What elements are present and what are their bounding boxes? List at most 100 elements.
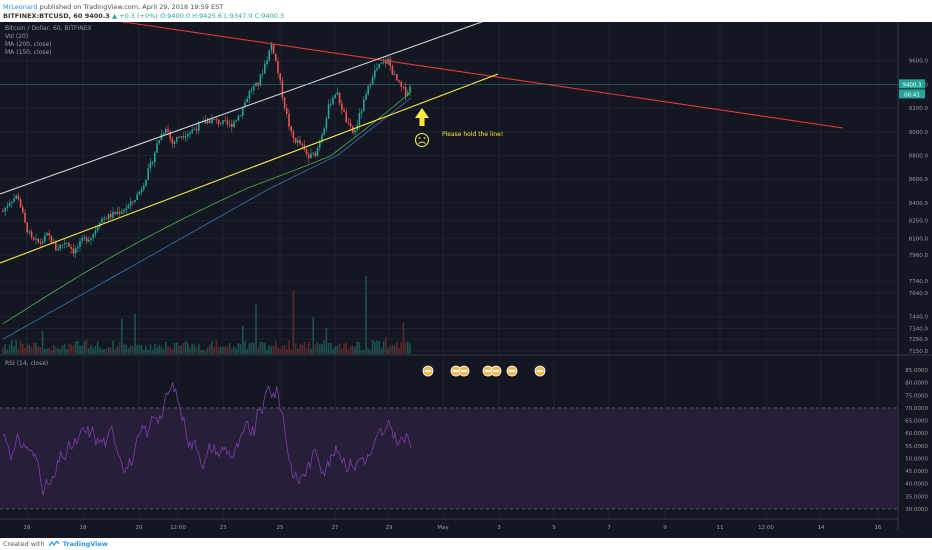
candle-body bbox=[182, 136, 185, 138]
candle-body bbox=[70, 247, 72, 249]
rsi-tick-label: 55.0000 bbox=[905, 444, 928, 450]
volume-bar bbox=[310, 348, 312, 354]
candle-body bbox=[162, 133, 165, 135]
price-tick-label: 7960.0 bbox=[909, 253, 929, 259]
volume-bar bbox=[105, 348, 108, 354]
volume-bar bbox=[292, 290, 295, 354]
volume-bar bbox=[235, 348, 237, 354]
candle-body bbox=[198, 122, 200, 131]
time-tick-label: 18 bbox=[80, 525, 87, 531]
volume-bar bbox=[123, 344, 125, 354]
candle-body bbox=[338, 92, 341, 104]
volume-bar bbox=[63, 343, 66, 354]
candle-body bbox=[156, 143, 158, 153]
price-badge-label: 9400.3 bbox=[902, 82, 922, 88]
candle-body bbox=[319, 142, 321, 148]
sad-face-eye bbox=[423, 137, 426, 139]
volume-bar bbox=[336, 345, 339, 354]
candle-body bbox=[268, 50, 270, 61]
volume-bar bbox=[387, 348, 389, 354]
candle-body bbox=[176, 137, 178, 142]
candle-body bbox=[314, 152, 317, 157]
volume-bar bbox=[121, 318, 123, 354]
candle-body bbox=[143, 185, 145, 190]
candle-body bbox=[371, 77, 374, 85]
chart-canvas[interactable]: 9600.09400.09200.09000.08800.08600.08400… bbox=[0, 22, 932, 538]
volume-bar bbox=[160, 346, 163, 354]
volume-bar bbox=[338, 343, 341, 354]
volume-bar bbox=[206, 347, 209, 354]
volume-bar bbox=[358, 341, 361, 354]
volume-bar bbox=[39, 347, 42, 354]
volume-bar bbox=[264, 342, 266, 354]
candle-body bbox=[253, 85, 255, 91]
rsi-line bbox=[2, 382, 412, 496]
volume-bar bbox=[11, 340, 13, 354]
candle-body bbox=[147, 168, 149, 180]
volume-bar bbox=[59, 348, 61, 354]
volume-bars bbox=[2, 276, 411, 354]
rsi-tick-label: 40.0000 bbox=[905, 482, 928, 488]
volume-bar bbox=[171, 348, 174, 354]
vol-legend: Vol (20) bbox=[5, 33, 29, 40]
volume-bar bbox=[110, 347, 112, 354]
volume-bar bbox=[233, 346, 235, 354]
volume-bar bbox=[409, 343, 411, 354]
candle-body bbox=[231, 123, 233, 127]
candle-body bbox=[44, 235, 46, 242]
candle-body bbox=[61, 244, 64, 246]
price-tick-label: 8800.0 bbox=[909, 153, 929, 159]
volume-bar bbox=[246, 348, 248, 354]
sad-face-icon bbox=[414, 132, 430, 148]
volume-bar bbox=[272, 346, 275, 354]
white-channel-line bbox=[0, 22, 484, 195]
candle-body bbox=[94, 230, 97, 235]
ma200-legend: MA (200, close) bbox=[5, 41, 52, 48]
candle-body bbox=[24, 212, 26, 223]
volume-bar bbox=[224, 346, 226, 354]
footer: Created with TradingView bbox=[0, 538, 932, 550]
candle-body bbox=[26, 222, 28, 233]
author-link[interactable]: MrLeonard bbox=[3, 3, 38, 11]
volume-bar bbox=[349, 346, 352, 354]
idea-markers[interactable] bbox=[422, 365, 546, 377]
candle-body bbox=[81, 238, 83, 241]
volume-bar bbox=[28, 345, 31, 354]
volume-bar bbox=[81, 346, 83, 354]
volume-bar bbox=[176, 342, 178, 354]
tradingview-brand-link[interactable]: TradingView bbox=[62, 540, 108, 548]
price-tick-label: 8400.0 bbox=[909, 201, 929, 207]
up-arrow-icon bbox=[415, 108, 429, 126]
candle-body bbox=[246, 98, 248, 103]
candle-body bbox=[6, 206, 9, 208]
volume-bar bbox=[88, 347, 90, 354]
candle-body bbox=[266, 60, 268, 64]
volume-bar bbox=[393, 345, 396, 354]
volume-bar bbox=[323, 340, 325, 354]
ma200-line bbox=[2, 91, 412, 325]
price-tick-label: 7150.0 bbox=[909, 349, 929, 355]
idea-marker bbox=[490, 365, 502, 377]
price-tick-label: 7340.0 bbox=[909, 326, 929, 332]
volume-bar bbox=[44, 348, 46, 354]
volume-bar bbox=[215, 340, 218, 354]
candle-body bbox=[195, 129, 198, 131]
candle-body bbox=[327, 104, 330, 119]
candle-body bbox=[299, 140, 301, 144]
price-badge bbox=[899, 79, 925, 89]
time-tick-label: 27 bbox=[332, 525, 339, 531]
candle-body bbox=[376, 68, 378, 71]
candle-body bbox=[121, 211, 123, 214]
volume-bar bbox=[33, 342, 35, 354]
candle-body bbox=[28, 231, 31, 233]
volume-bar bbox=[382, 341, 385, 354]
symbol-prefix: BITFINEX:BTCUSD, 60 bbox=[3, 12, 83, 20]
volume-bar bbox=[189, 348, 191, 354]
volume-bar bbox=[134, 313, 136, 354]
price-tick-label: 9000.0 bbox=[909, 130, 929, 136]
volume-bar bbox=[41, 330, 44, 354]
candle-body bbox=[250, 90, 253, 91]
created-with-label: Created with bbox=[3, 540, 45, 548]
candle-body bbox=[33, 237, 35, 240]
candle-body bbox=[79, 240, 81, 247]
